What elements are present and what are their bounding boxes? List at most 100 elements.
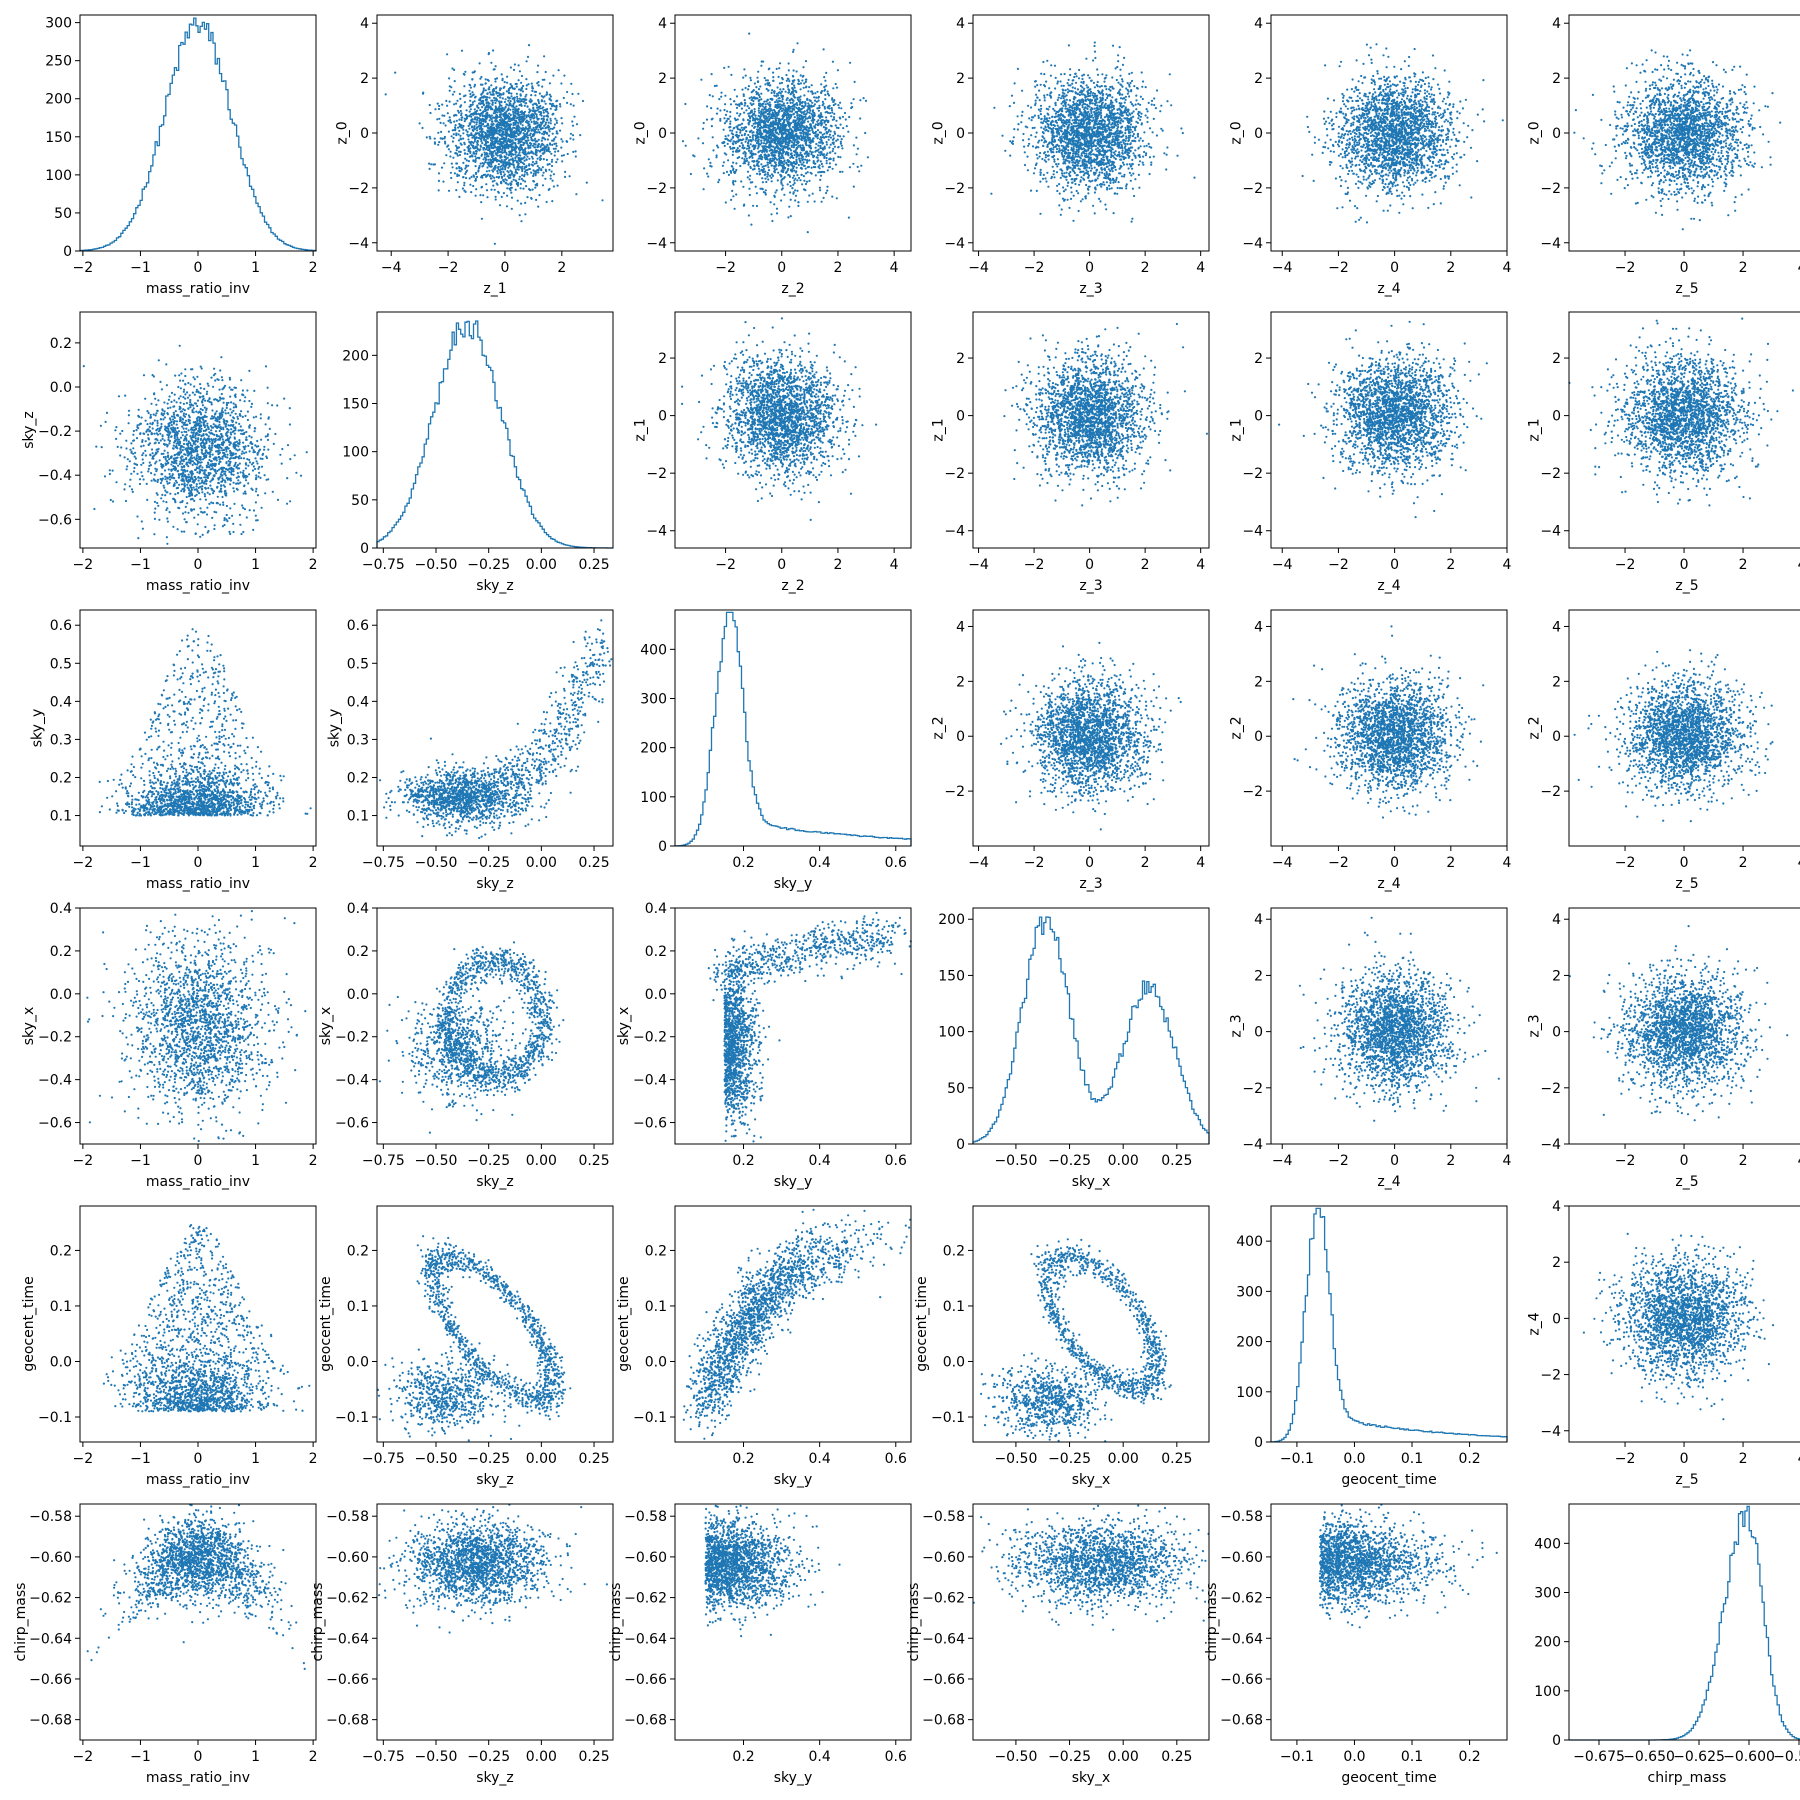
scatter-point bbox=[471, 78, 473, 80]
scatter-point bbox=[483, 149, 485, 151]
scatter-point bbox=[551, 200, 553, 202]
scatter-point bbox=[553, 185, 555, 187]
scatter-point bbox=[843, 135, 845, 137]
scatter-point bbox=[488, 80, 490, 82]
scatter-point bbox=[461, 119, 463, 121]
scatter-point bbox=[471, 134, 473, 136]
scatter-point bbox=[488, 146, 490, 148]
scatter-point bbox=[535, 103, 537, 105]
scatter-point bbox=[440, 122, 442, 124]
scatter-point bbox=[526, 115, 528, 117]
scatter-point bbox=[474, 155, 476, 157]
x-axis-label: z_1 bbox=[483, 281, 506, 297]
scatter-point bbox=[497, 155, 499, 157]
scatter-point bbox=[499, 89, 501, 91]
scatter-point bbox=[466, 116, 468, 118]
scatter-point bbox=[521, 178, 523, 180]
scatter-point bbox=[471, 91, 473, 93]
scatter-point bbox=[532, 104, 534, 106]
scatter-point bbox=[498, 100, 500, 102]
scatter-point bbox=[548, 135, 550, 137]
scatter-point bbox=[491, 124, 493, 126]
scatter-point bbox=[494, 112, 496, 114]
scatter-point bbox=[510, 155, 512, 157]
scatter-point bbox=[508, 91, 510, 93]
scatter-point bbox=[492, 117, 494, 119]
scatter-point bbox=[785, 91, 787, 93]
scatter-point bbox=[504, 118, 506, 120]
scatter-point bbox=[482, 114, 484, 116]
scatter-point bbox=[481, 218, 483, 220]
scatter-point bbox=[437, 132, 439, 134]
scatter-point bbox=[438, 108, 440, 110]
scatter-point bbox=[482, 134, 484, 136]
scatter-point bbox=[476, 129, 478, 131]
scatter-point bbox=[551, 170, 553, 172]
scatter-point bbox=[511, 153, 513, 155]
scatter-point bbox=[548, 169, 550, 171]
scatter-point bbox=[526, 60, 528, 62]
scatter-point bbox=[497, 149, 499, 151]
scatter-point bbox=[486, 104, 488, 106]
scatter-point bbox=[491, 128, 493, 130]
scatter-point bbox=[505, 98, 507, 100]
scatter-point bbox=[454, 126, 456, 128]
scatter-point bbox=[475, 188, 477, 190]
scatter-point bbox=[504, 165, 506, 167]
scatter-point bbox=[530, 94, 532, 96]
scatter-point bbox=[477, 140, 479, 142]
scatter-point bbox=[506, 187, 508, 189]
scatter-point bbox=[570, 83, 572, 85]
scatter-point bbox=[448, 131, 450, 133]
scatter-point bbox=[569, 175, 571, 177]
y-tick-label: 100 bbox=[45, 168, 72, 184]
scatter-point bbox=[452, 157, 454, 159]
scatter-point bbox=[484, 110, 486, 112]
scatter-point bbox=[466, 153, 468, 155]
scatter-point bbox=[511, 172, 513, 174]
scatter-point bbox=[482, 91, 484, 93]
scatter-point bbox=[514, 101, 516, 103]
scatter-point bbox=[475, 136, 477, 138]
scatter-point bbox=[550, 175, 552, 177]
scatter-point bbox=[512, 111, 514, 113]
scatter-point bbox=[463, 184, 465, 186]
scatter-point bbox=[542, 120, 544, 122]
scatter-point bbox=[472, 146, 474, 148]
scatter-point bbox=[518, 127, 520, 129]
scatter-point bbox=[437, 103, 439, 105]
scatter-point bbox=[487, 109, 489, 111]
scatter-point bbox=[504, 178, 506, 180]
scatter-point bbox=[541, 118, 543, 120]
scatter-point bbox=[519, 93, 521, 95]
scatter-point bbox=[459, 105, 461, 107]
scatter-point bbox=[496, 100, 498, 102]
scatter-point bbox=[469, 156, 471, 158]
scatter-point bbox=[471, 104, 473, 106]
scatter-point bbox=[441, 167, 443, 169]
scatter-point bbox=[453, 114, 455, 116]
scatter-point bbox=[498, 92, 500, 94]
scatter-point bbox=[485, 100, 487, 102]
scatter-point bbox=[544, 178, 546, 180]
scatter-point bbox=[438, 118, 440, 120]
scatter-point bbox=[474, 84, 476, 86]
scatter-point bbox=[495, 65, 497, 67]
scatter-point bbox=[563, 154, 565, 156]
scatter-point bbox=[486, 112, 488, 114]
scatter-point bbox=[475, 195, 477, 197]
scatter-point bbox=[536, 169, 538, 171]
scatter-point bbox=[820, 175, 822, 177]
scatter-point bbox=[494, 189, 496, 191]
scatter-point bbox=[544, 147, 546, 149]
scatter-point bbox=[575, 150, 577, 152]
scatter-point bbox=[503, 180, 505, 182]
scatter-point bbox=[530, 143, 532, 145]
scatter-point bbox=[555, 161, 557, 163]
scatter-point bbox=[550, 99, 552, 101]
scatter-point bbox=[525, 78, 527, 80]
scatter-point bbox=[548, 189, 550, 191]
scatter-point bbox=[510, 104, 512, 106]
scatter-point bbox=[494, 80, 496, 82]
